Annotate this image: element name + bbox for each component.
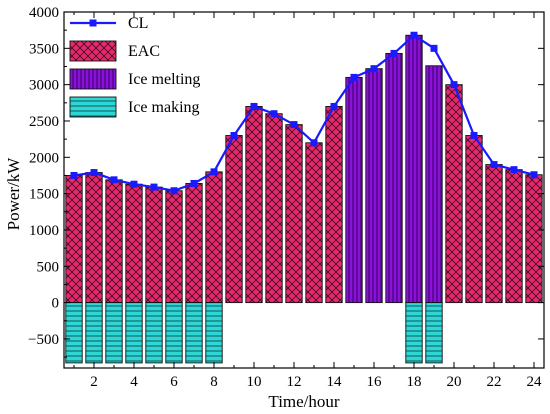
- eac-bar-hour-4: [125, 183, 143, 304]
- legend-label-cl: CL: [128, 15, 148, 32]
- y-tick-label-500: 500: [37, 259, 60, 275]
- eac-bar-hour-9: [225, 135, 243, 304]
- legend-swatch-eac: [69, 40, 117, 62]
- y-tick-label-3000: 3000: [29, 78, 59, 94]
- y-tick-label--500: −500: [28, 332, 59, 348]
- eac-bar-hour-5: [145, 186, 163, 304]
- y-tick-label-3500: 3500: [29, 41, 59, 57]
- legend-marker-cl: [89, 19, 97, 27]
- y-axis-title: Power/kW: [4, 157, 23, 231]
- cl-point-hour-7: [190, 179, 198, 187]
- x-tick-label-4: 4: [130, 374, 138, 390]
- cl-point-hour-13: [310, 139, 318, 147]
- plot-frame: [63, 11, 545, 369]
- ice-making-bar-hour-6: [165, 302, 183, 364]
- x-tick-label-10: 10: [247, 374, 262, 390]
- cl-point-hour-2: [90, 169, 98, 177]
- x-tick-label-14: 14: [327, 374, 343, 390]
- x-tick-label-24: 24: [527, 374, 543, 390]
- cl-point-hour-16: [370, 65, 378, 73]
- ice-melting-bar-hour-18: [405, 34, 423, 304]
- ice-making-bar-hour-4: [125, 302, 143, 364]
- eac-bar-hour-22: [485, 164, 503, 304]
- ice-making-bar-hour-7: [185, 302, 203, 364]
- ice-making-bar-hour-5: [145, 302, 163, 364]
- eac-bar-hour-20: [445, 84, 463, 304]
- x-tick-label-20: 20: [447, 374, 462, 390]
- ice-melting-bar-hour-15: [345, 76, 363, 304]
- cl-point-hour-3: [110, 176, 118, 184]
- cl-point-hour-15: [350, 73, 358, 81]
- ice-making-bar-hour-1: [65, 302, 83, 364]
- legend-swatch-ice-melting: [69, 68, 117, 90]
- eac-bar-hour-12: [285, 124, 303, 304]
- ice-making-bar-hour-2: [85, 302, 103, 364]
- legend-label-ice-making: Ice making: [128, 99, 200, 116]
- eac-bar-hour-11: [265, 113, 283, 304]
- x-tick-label-12: 12: [287, 374, 302, 390]
- cl-point-hour-11: [270, 110, 278, 118]
- bars-layer: [65, 34, 543, 364]
- eac-bar-hour-13: [305, 142, 323, 304]
- ice-melting-bar-hour-19: [425, 65, 443, 304]
- cl-point-hour-1: [70, 171, 78, 179]
- cl-point-hour-5: [150, 183, 158, 191]
- eac-bar-hour-23: [505, 169, 523, 304]
- legend-label-eac: EAC: [128, 43, 160, 60]
- ice-making-bar-hour-3: [105, 302, 123, 364]
- cl-point-hour-4: [130, 180, 138, 188]
- y-tick-label-2000: 2000: [29, 150, 59, 166]
- cl-point-hour-23: [510, 166, 518, 174]
- x-tick-label-2: 2: [90, 374, 98, 390]
- cl-line-layer: [70, 31, 538, 195]
- cl-point-hour-9: [230, 132, 238, 140]
- x-tick-label-22: 22: [487, 374, 502, 390]
- x-axis-title: Time/hour: [268, 392, 340, 411]
- cl-point-hour-12: [290, 121, 298, 129]
- cl-point-hour-18: [410, 31, 418, 39]
- y-tick-label-0: 0: [52, 296, 60, 312]
- cl-point-hour-8: [210, 168, 218, 176]
- eac-bar-hour-14: [325, 105, 343, 304]
- eac-bar-hour-3: [105, 179, 123, 304]
- eac-bar-hour-2: [85, 172, 103, 304]
- cl-point-hour-20: [450, 81, 458, 89]
- ice-making-bar-hour-18: [405, 302, 423, 364]
- y-tick-label-1000: 1000: [29, 223, 59, 239]
- cl-point-hour-14: [330, 102, 338, 110]
- legend: CL EAC Ice melting Ice making: [69, 15, 200, 118]
- ice-melting-bar-hour-17: [385, 52, 403, 304]
- x-tick-label-8: 8: [210, 374, 218, 390]
- cl-point-hour-17: [390, 49, 398, 57]
- ice-making-bar-hour-19: [425, 302, 443, 364]
- y-tick-label-2500: 2500: [29, 114, 59, 130]
- x-tick-label-6: 6: [170, 374, 178, 390]
- eac-bar-hour-1: [65, 175, 83, 304]
- eac-bar-hour-7: [185, 183, 203, 304]
- legend-swatch-ice-making: [69, 96, 117, 118]
- ice-melting-bar-hour-16: [365, 68, 383, 304]
- eac-bar-hour-10: [245, 105, 263, 304]
- cl-point-hour-19: [430, 44, 438, 52]
- cl-point-hour-10: [250, 102, 258, 110]
- y-tick-label-4000: 4000: [29, 5, 59, 21]
- ice-making-bar-hour-8: [205, 302, 223, 364]
- cl-point-hour-6: [170, 187, 178, 195]
- legend-label-ice-melting: Ice melting: [128, 71, 200, 88]
- cl-point-hour-24: [530, 171, 538, 179]
- x-tick-label-18: 18: [407, 374, 422, 390]
- eac-bar-hour-6: [165, 190, 183, 304]
- x-tick-label-16: 16: [367, 374, 383, 390]
- y-tick-label-1500: 1500: [29, 187, 59, 203]
- cl-point-hour-21: [470, 132, 478, 140]
- eac-bar-hour-8: [205, 171, 223, 304]
- eac-bar-hour-21: [465, 135, 483, 304]
- cl-point-hour-22: [490, 161, 498, 169]
